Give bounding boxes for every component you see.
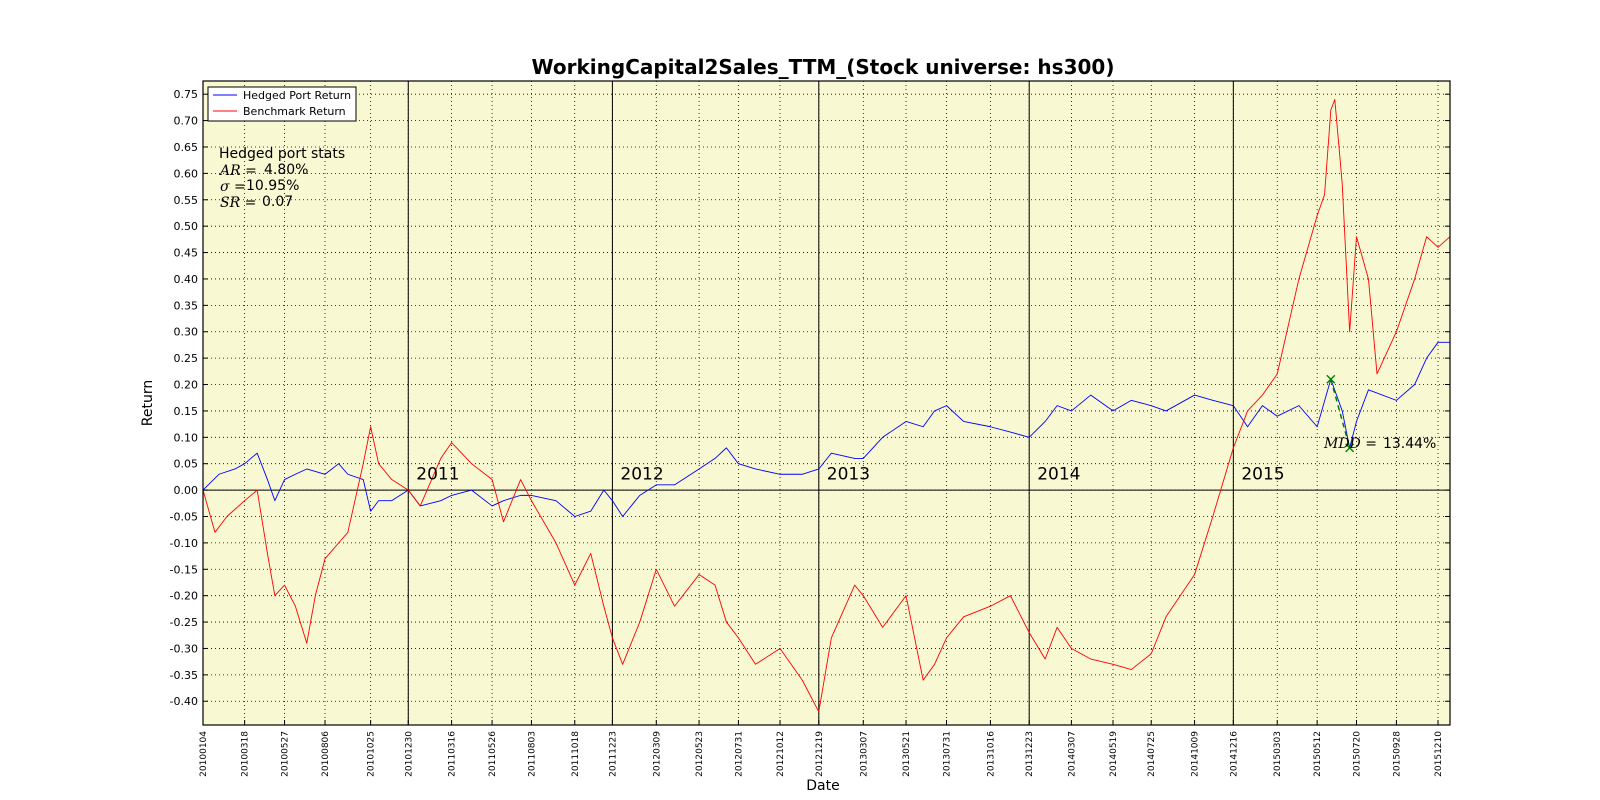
x-tick-label: 20150303 [1273, 731, 1283, 777]
year-label: 2015 [1241, 465, 1284, 485]
x-tick-label: 20140519 [1109, 731, 1119, 777]
y-axis-label: Return [140, 380, 156, 426]
x-tick-label: 20141009 [1191, 731, 1201, 777]
stats-heading: Hedged port stats [219, 146, 345, 162]
y-tick-label: 0.45 [174, 247, 199, 260]
y-tick-label: 0.75 [174, 88, 199, 101]
x-tick-label: 20131223 [1025, 731, 1035, 777]
y-tick-label: 0.20 [174, 379, 199, 392]
plot-area [203, 81, 1450, 725]
y-tick-label: -0.20 [170, 590, 198, 603]
y-tick-label: 0.70 [174, 115, 199, 128]
y-tick-label: -0.35 [170, 669, 198, 682]
x-tick-label: 20150512 [1313, 731, 1323, 777]
y-tick-label: 0.15 [174, 405, 199, 418]
y-tick-label: 0.50 [174, 220, 199, 233]
year-label: 2013 [827, 465, 870, 485]
y-tick-label: -0.05 [170, 510, 198, 523]
x-tick-label: 20101230 [404, 731, 414, 777]
mdd-label-value: 13.44% [1383, 436, 1436, 452]
y-tick-label: 0.05 [174, 458, 199, 471]
y-tick-label: -0.25 [170, 616, 198, 629]
legend: Hedged Port Return Benchmark Return [207, 86, 357, 122]
x-tick-label: 20140725 [1147, 731, 1157, 777]
x-tick-label: 20130521 [902, 731, 912, 777]
x-tick-label: 20111018 [571, 731, 581, 777]
y-tick-label: 0.30 [174, 326, 199, 339]
series-line-benchmark-return [202, 99, 1451, 713]
x-axis-ticks: 20100104 20100318 20100527 20100806 20101025… [199, 720, 1444, 777]
x-tick-label: 20121012 [776, 731, 786, 777]
y-tick-label: -0.40 [170, 695, 198, 708]
stats-sr-value: 0.07 [262, 194, 293, 210]
x-tick-label: 20101025 [367, 731, 377, 777]
x-tick-label: 20121219 [815, 731, 825, 777]
mdd-label: MDD = 13.44% [1323, 436, 1436, 452]
x-tick-label: 20150928 [1392, 731, 1402, 777]
y-tick-label: 0.55 [174, 194, 199, 207]
legend-label-benchmark: Benchmark Return [243, 105, 346, 118]
stats-sr-label: SR = [220, 195, 256, 211]
year-label: 2014 [1037, 465, 1080, 485]
plot-frame [202, 80, 1451, 726]
x-tick-label: 20141216 [1229, 731, 1239, 777]
max-drawdown-marker [1326, 374, 1355, 453]
series-lines [202, 99, 1451, 713]
legend-label-hedged: Hedged Port Return [243, 89, 351, 102]
x-tick-label: 20120523 [695, 731, 705, 777]
y-tick-label: 0.10 [174, 431, 199, 444]
y-tick-label: 0.35 [174, 299, 199, 312]
x-tick-label: 20130307 [859, 731, 869, 777]
y-axis-ticks: 0.75 0.70 0.65 0.60 0.55 0.50 0.45 0.40 0.35 0.30… [170, 88, 1450, 708]
x-tick-label: 20100104 [199, 731, 209, 777]
mdd-dashed-line [1330, 379, 1351, 449]
x-tick-label: 20151210 [1434, 731, 1444, 777]
stats-ar-value: 4.80% [264, 162, 308, 178]
year-boundary-lines [407, 81, 1234, 725]
stats-ar-label: AR = [218, 163, 257, 179]
x-tick-label: 20111223 [608, 731, 618, 777]
year-label: 2012 [620, 465, 663, 485]
y-tick-label: 0.40 [174, 273, 199, 286]
x-tick-label: 20100318 [241, 731, 251, 777]
x-tick-label: 20140307 [1067, 731, 1077, 777]
series-line-hedged-port-return [202, 341, 1450, 517]
x-tick-label: 20110803 [527, 731, 537, 777]
mdd-trough-marker [1345, 443, 1355, 453]
y-tick-label: -0.30 [170, 642, 198, 655]
x-tick-label: 20110526 [488, 731, 498, 777]
year-label: 2011 [416, 465, 459, 485]
stats-sigma-label: σ = [220, 179, 246, 195]
year-labels: 2011 2012 2013 2014 2015 [416, 465, 1284, 485]
x-tick-label: 20120731 [734, 731, 744, 777]
y-tick-label: -0.10 [170, 537, 198, 550]
y-tick-label: 0.65 [174, 141, 199, 154]
x-tick-label: 20120309 [652, 731, 662, 777]
y-tick-label: -0.15 [170, 563, 198, 576]
x-axis-label: Date [806, 778, 839, 794]
stats-sigma-value: 10.95% [246, 178, 299, 194]
x-tick-label: 20130731 [943, 731, 953, 777]
y-tick-label: 0.25 [174, 352, 199, 365]
x-tick-label: 20131016 [986, 731, 996, 777]
legend-box [207, 86, 357, 122]
x-tick-label: 20150720 [1352, 731, 1362, 777]
chart-title: WorkingCapital2Sales_TTM_(Stock universe… [532, 55, 1115, 79]
y-tick-label: 0.00 [174, 484, 199, 497]
stats-annotation: Hedged port stats AR = 4.80% σ = 10.95% … [218, 146, 345, 211]
y-tick-label: 0.60 [174, 167, 199, 180]
x-tick-label: 20100527 [281, 731, 291, 777]
x-tick-label: 20110316 [448, 731, 458, 777]
x-tick-label: 20100806 [321, 731, 331, 777]
mdd-peak-marker [1326, 374, 1336, 384]
mdd-label-prefix: MDD = [1323, 436, 1377, 452]
